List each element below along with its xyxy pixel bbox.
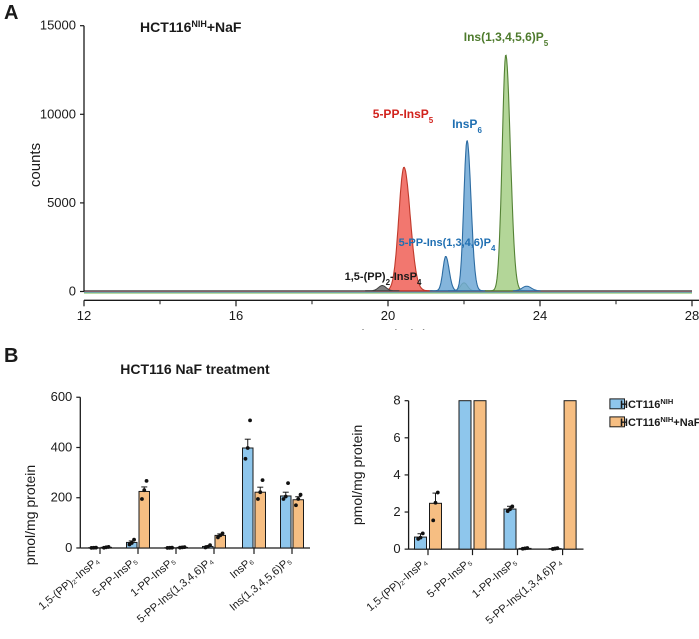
svg-text:0: 0 xyxy=(69,284,76,299)
svg-text:28: 28 xyxy=(685,308,699,323)
svg-text:12: 12 xyxy=(77,308,91,323)
svg-text:6: 6 xyxy=(393,430,400,445)
svg-text:Ins(1,3,4,5,6)P5: Ins(1,3,4,5,6)P5 xyxy=(464,30,549,48)
svg-text:pmol/mg protein: pmol/mg protein xyxy=(349,425,365,525)
svg-text:InsP6: InsP6 xyxy=(452,117,482,135)
svg-text:5000: 5000 xyxy=(47,195,76,210)
svg-text:HCT116 NaF treatment: HCT116 NaF treatment xyxy=(120,361,270,377)
svg-text:HCT116NIH+NaF: HCT116NIH+NaF xyxy=(620,414,699,429)
svg-text:0: 0 xyxy=(65,540,72,555)
svg-text:2: 2 xyxy=(393,504,400,519)
svg-text:5-PP-InsP5: 5-PP-InsP5 xyxy=(373,107,434,125)
svg-text:pmol/mg protein: pmol/mg protein xyxy=(22,465,38,565)
svg-text:5-PP-Ins(1,3,4,6)P₄: 5-PP-Ins(1,3,4,6)P₄ xyxy=(484,556,565,627)
svg-text:200: 200 xyxy=(51,490,73,505)
svg-text:5-PP-InsP₅: 5-PP-InsP₅ xyxy=(425,556,475,600)
svg-text:16: 16 xyxy=(229,308,243,323)
svg-text:HCT116NIH: HCT116NIH xyxy=(620,396,673,411)
svg-text:400: 400 xyxy=(51,439,73,454)
svg-text:20: 20 xyxy=(381,308,395,323)
svg-text:24: 24 xyxy=(533,308,547,323)
svg-text:counts: counts xyxy=(27,143,44,187)
svg-text:8: 8 xyxy=(393,393,400,408)
svg-text:600: 600 xyxy=(51,389,73,404)
svg-text:15000: 15000 xyxy=(40,18,76,33)
svg-text:1,5-(PP)₂-InsP₄: 1,5-(PP)₂-InsP₄ xyxy=(364,556,430,614)
svg-text:InsP₆: InsP₆ xyxy=(228,555,256,581)
svg-text:10000: 10000 xyxy=(40,106,76,121)
svg-text:0: 0 xyxy=(393,541,400,556)
svg-text:1,5-(PP)₂-InsP₄: 1,5-(PP)₂-InsP₄ xyxy=(36,555,102,613)
svg-text:4: 4 xyxy=(393,467,400,482)
svg-text:HCT116NIH+NaF: HCT116NIH+NaF xyxy=(140,19,242,35)
